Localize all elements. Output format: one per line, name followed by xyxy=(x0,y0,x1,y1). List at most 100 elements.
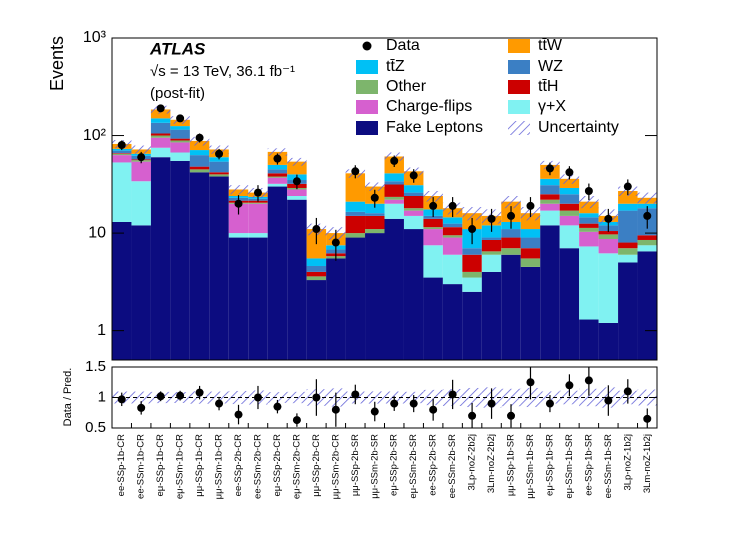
x-tick-label: μμ-SSm-2b-SR xyxy=(369,434,380,499)
bar-segment xyxy=(267,183,288,187)
ratio-point xyxy=(565,381,574,390)
x-tick-label: ee-SSm-2b-CR xyxy=(252,434,263,499)
legend-marker xyxy=(362,41,372,51)
bar-segment xyxy=(112,150,132,154)
uncertainty-band xyxy=(287,157,307,166)
data-point xyxy=(253,188,262,197)
bar-segment xyxy=(384,184,404,197)
bar-segment xyxy=(579,227,599,232)
legend-marker xyxy=(508,80,530,94)
bar-segment xyxy=(267,169,288,174)
ratio-point xyxy=(273,402,282,411)
legend-marker xyxy=(508,60,530,74)
bar-segment xyxy=(481,239,502,252)
ratio-point xyxy=(117,395,126,404)
bar-segment xyxy=(559,187,580,195)
legend-marker xyxy=(508,121,530,135)
data-point xyxy=(117,140,126,149)
uncertainty-band xyxy=(423,191,443,202)
bar-segment xyxy=(345,201,366,212)
x-tick-label: ee-SSp-1b-CR xyxy=(116,434,127,496)
bar-segment xyxy=(540,210,560,226)
legend-marker xyxy=(356,80,378,94)
bar-segment xyxy=(189,155,210,167)
bar-segment xyxy=(403,208,424,211)
bar-segment xyxy=(112,153,132,154)
energy-label: √s = 13 TeV, 36.1 fb⁻¹ xyxy=(150,63,295,80)
ratio-point xyxy=(643,414,652,423)
bar-segment xyxy=(579,231,599,247)
y-axis-title: Events xyxy=(47,36,67,91)
experiment-label: ATLAS xyxy=(149,39,206,58)
bar-segment xyxy=(170,160,190,360)
bar-segment xyxy=(306,280,327,360)
bar-segment xyxy=(170,129,190,139)
y-tick-label: 1 xyxy=(97,322,106,339)
data-point xyxy=(351,167,360,176)
bar-segment xyxy=(306,265,327,272)
bar-segment xyxy=(248,203,268,234)
y-tick-label: 10² xyxy=(83,127,107,144)
bar-segment xyxy=(248,233,268,238)
bar-segment xyxy=(579,223,599,228)
bar-segment xyxy=(618,210,638,243)
bar-segment xyxy=(481,254,502,272)
ratio-point xyxy=(253,393,262,402)
uncertainty-band xyxy=(501,196,521,209)
bar-segment xyxy=(618,262,638,360)
bar-segment xyxy=(384,181,404,185)
bar-segment xyxy=(170,152,190,161)
bar-segment xyxy=(267,177,288,184)
bar-segment xyxy=(131,161,151,182)
x-tick-label: 3Lp-noZ-2b2j xyxy=(467,434,478,491)
bar-segment xyxy=(248,237,268,360)
bar-segment xyxy=(228,203,249,234)
bar-segment xyxy=(189,166,210,170)
bar-segment xyxy=(462,248,482,255)
bar-segment xyxy=(150,135,171,138)
fit-label: (post-fit) xyxy=(150,85,205,102)
bar-segment xyxy=(287,196,307,200)
ratio-point xyxy=(331,405,340,414)
bar-segment xyxy=(618,203,638,211)
bar-segment xyxy=(540,194,560,200)
bar-segment xyxy=(423,229,443,246)
bar-segment xyxy=(579,246,599,320)
bar-segment xyxy=(501,248,521,255)
bar-segment xyxy=(150,137,171,148)
bar-segment xyxy=(384,203,404,219)
bar-segment xyxy=(423,215,443,219)
bar-segment xyxy=(345,173,366,202)
bar-segment xyxy=(403,192,424,197)
data-point xyxy=(507,211,516,220)
x-tick-label: eμ-SSp-2b-SR xyxy=(389,434,400,496)
x-tick-label: eμ-SSp-2b-CR xyxy=(272,434,283,497)
bar-segment xyxy=(228,237,249,360)
bar-segment xyxy=(209,172,229,175)
bar-segment xyxy=(384,196,404,200)
x-tick-label: μμ-SSp-2b-SR xyxy=(350,434,361,496)
bar-segment xyxy=(170,140,190,143)
bar-segment xyxy=(267,164,288,170)
legend-label: γ+X xyxy=(538,98,566,115)
legend-label: WZ xyxy=(538,58,563,75)
bar-segment xyxy=(306,271,327,277)
plot-frame xyxy=(111,37,658,361)
bar-segment xyxy=(637,235,657,240)
bar-segment xyxy=(112,155,132,163)
x-tick-label: ee-SSm-1b-CR xyxy=(136,434,147,499)
data-point xyxy=(545,164,554,173)
ratio-point xyxy=(137,403,146,412)
x-tick-label: μμ-SSm-2b-CR xyxy=(330,434,341,499)
x-tick-label: eμ-SSm-1b-CR xyxy=(175,434,186,499)
bar-segment xyxy=(326,258,346,360)
ratio-point xyxy=(351,390,360,399)
legend-label: Other xyxy=(386,78,427,95)
data-point xyxy=(390,156,399,165)
bar-segment xyxy=(345,233,366,238)
x-tick-label: eμ-SSm-1b-SR xyxy=(564,434,575,499)
bar-segment xyxy=(189,172,210,360)
legend-label: Uncertainty xyxy=(538,119,619,136)
data-point xyxy=(176,114,185,123)
